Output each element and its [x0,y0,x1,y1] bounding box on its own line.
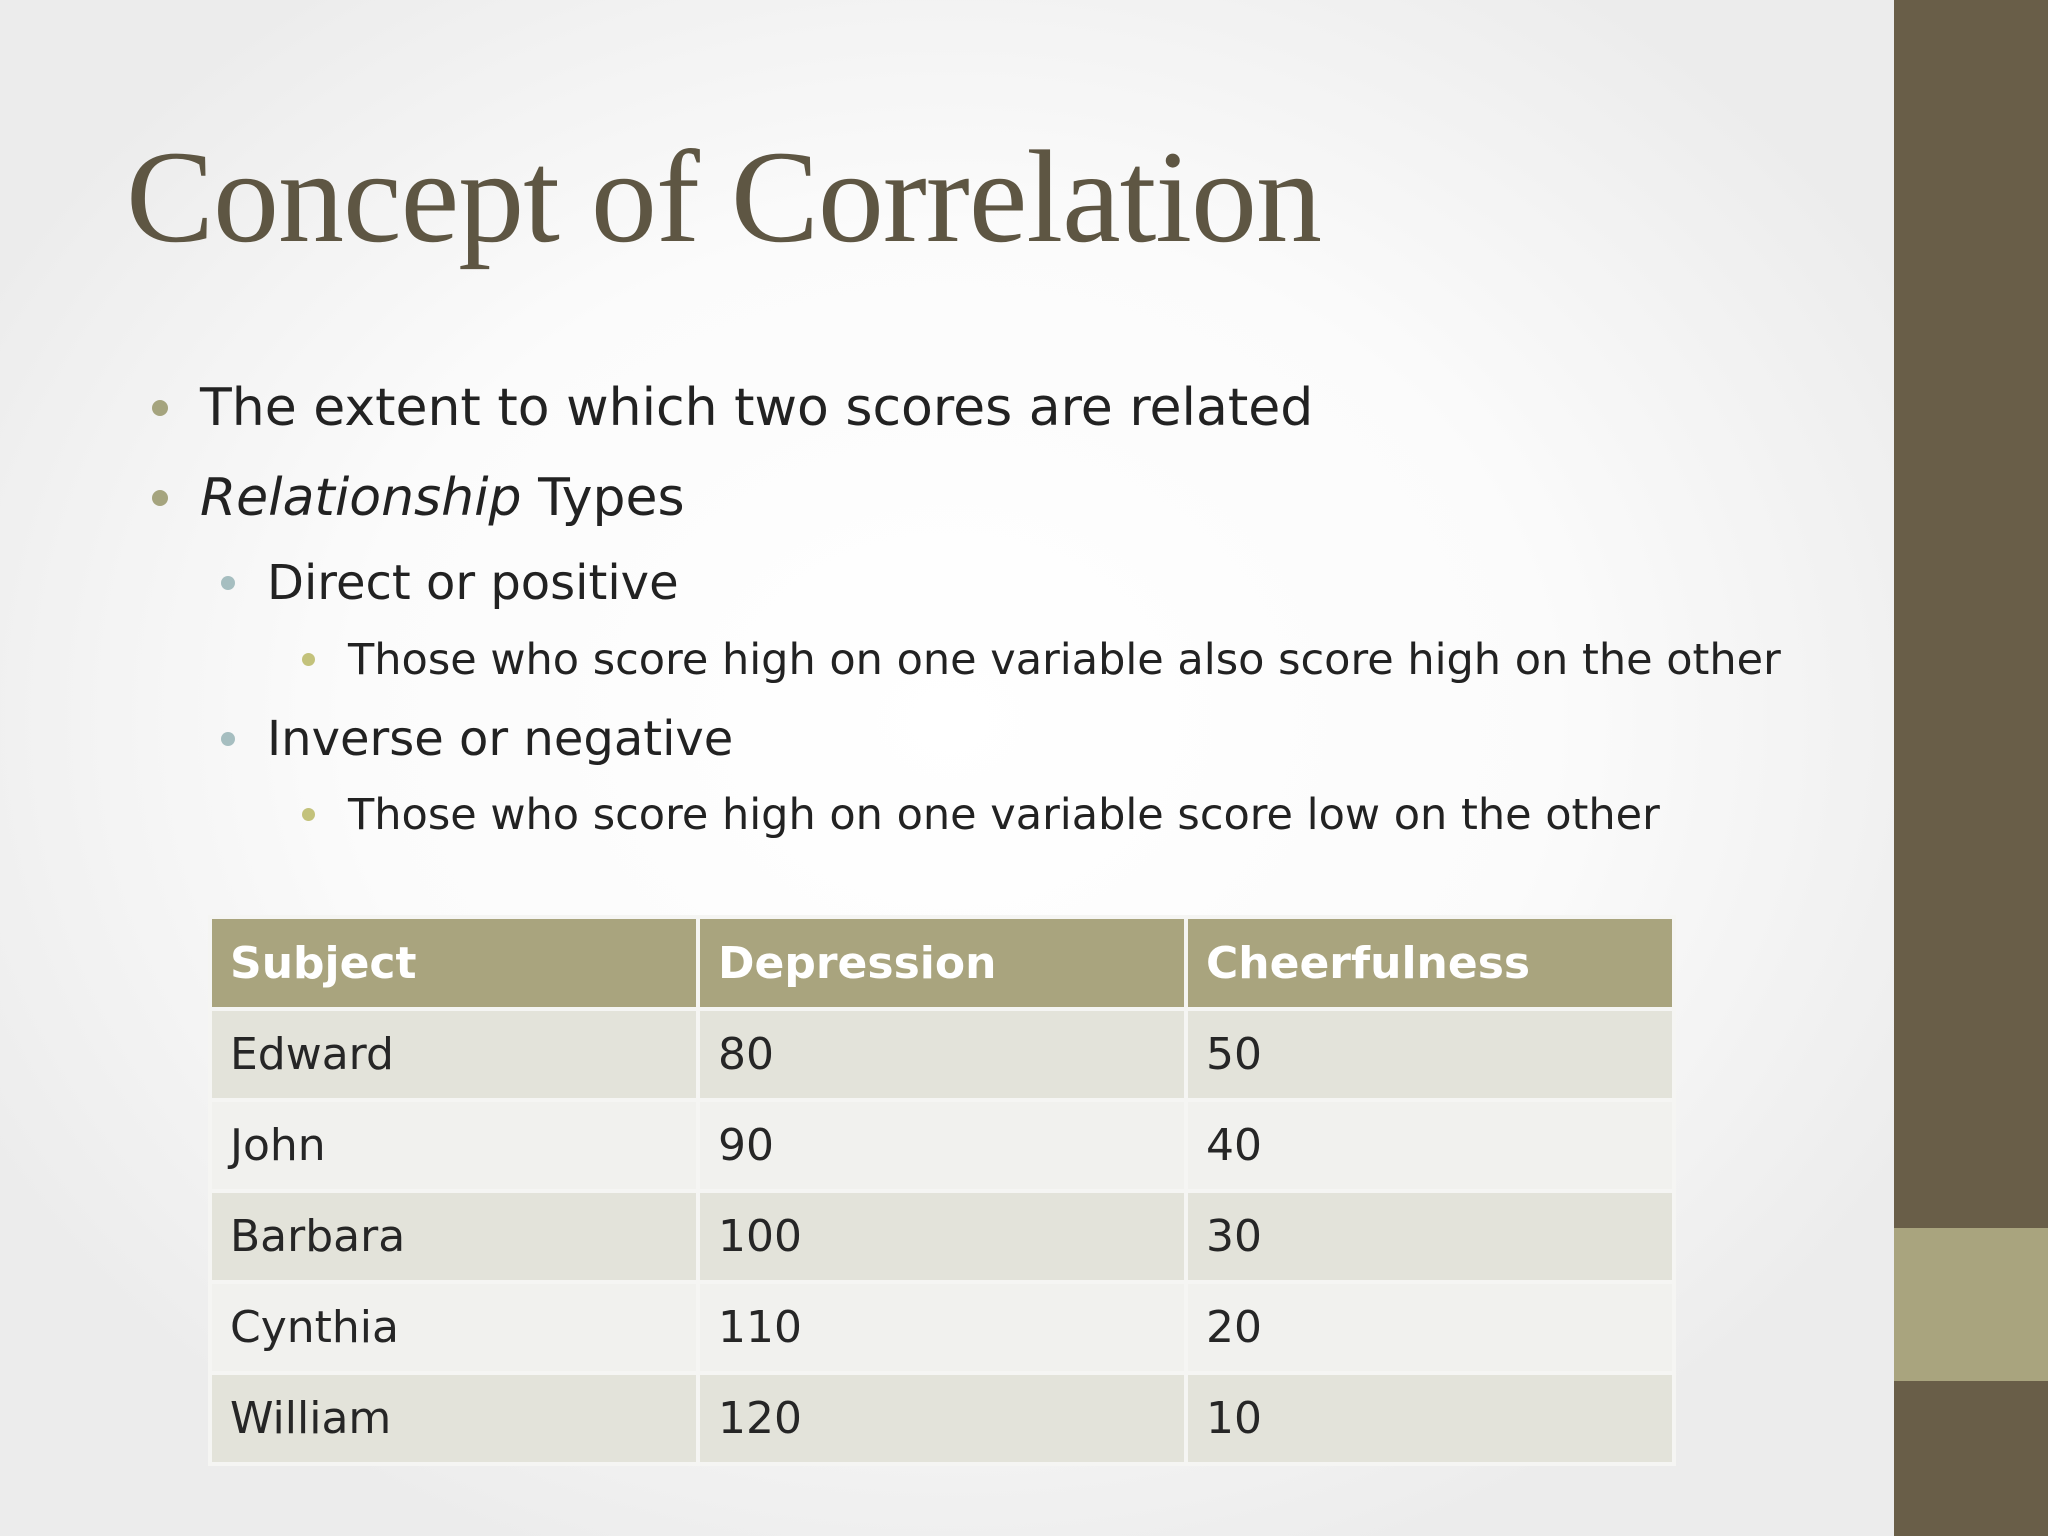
bullet-dot-icon [152,490,168,506]
table-cell: 40 [1184,1098,1676,1193]
table-cell: 30 [1184,1189,1676,1284]
table-cell: 90 [696,1098,1188,1193]
right-sidebar-accent [1894,1228,2048,1381]
bullet-dot-icon [152,400,168,416]
table-cell: Cynthia [208,1280,700,1375]
bullet-dot-icon [221,576,235,590]
bullet-dot-icon [302,653,315,666]
bullet-dot-icon [221,732,235,746]
table-header-cell: Subject [208,915,700,1011]
bullet-item: Those who score high on one variable sco… [302,788,1660,842]
table-cell: 10 [1184,1371,1676,1466]
table-cell: 80 [696,1007,1188,1102]
bullet-text: Types [521,468,685,528]
table-cell: William [208,1371,700,1466]
table-cell: 120 [696,1371,1188,1466]
bullet-italic-text: Relationship [200,468,522,528]
bullet-text: Those who score high on one variable als… [348,635,1781,685]
bullet-text: Inverse or negative [267,711,734,767]
bullet-text: Those who score high on one variable sco… [348,790,1660,840]
bullet-item: The extent to which two scores are relat… [152,376,1314,440]
bullet-text: The extent to which two scores are relat… [200,378,1314,438]
data-table: Subject Depression Cheerfulness Edward 8… [208,915,1676,1466]
table-cell: Edward [208,1007,700,1102]
table-cell: 110 [696,1280,1188,1375]
slide-title: Concept of Correlation [126,123,1322,270]
table-row: William 120 10 [208,1371,1676,1466]
table-header-cell: Depression [696,915,1188,1011]
bullet-text: Direct or positive [267,555,679,611]
table-header-row: Subject Depression Cheerfulness [208,915,1676,1011]
bullet-item: Inverse or negative [221,709,734,769]
bullet-item: Direct or positive [221,553,679,613]
table-cell: 50 [1184,1007,1676,1102]
table-cell: Barbara [208,1189,700,1284]
table-row: John 90 40 [208,1098,1676,1193]
bullet-dot-icon [302,808,315,821]
bullet-item: Those who score high on one variable als… [302,633,1781,687]
table-cell: John [208,1098,700,1193]
table-row: Cynthia 110 20 [208,1280,1676,1375]
table-row: Edward 80 50 [208,1007,1676,1102]
table-cell: 100 [696,1189,1188,1284]
bullet-item: Relationship Types [152,466,685,530]
table-cell: 20 [1184,1280,1676,1375]
table-row: Barbara 100 30 [208,1189,1676,1284]
table-header-cell: Cheerfulness [1184,915,1676,1011]
